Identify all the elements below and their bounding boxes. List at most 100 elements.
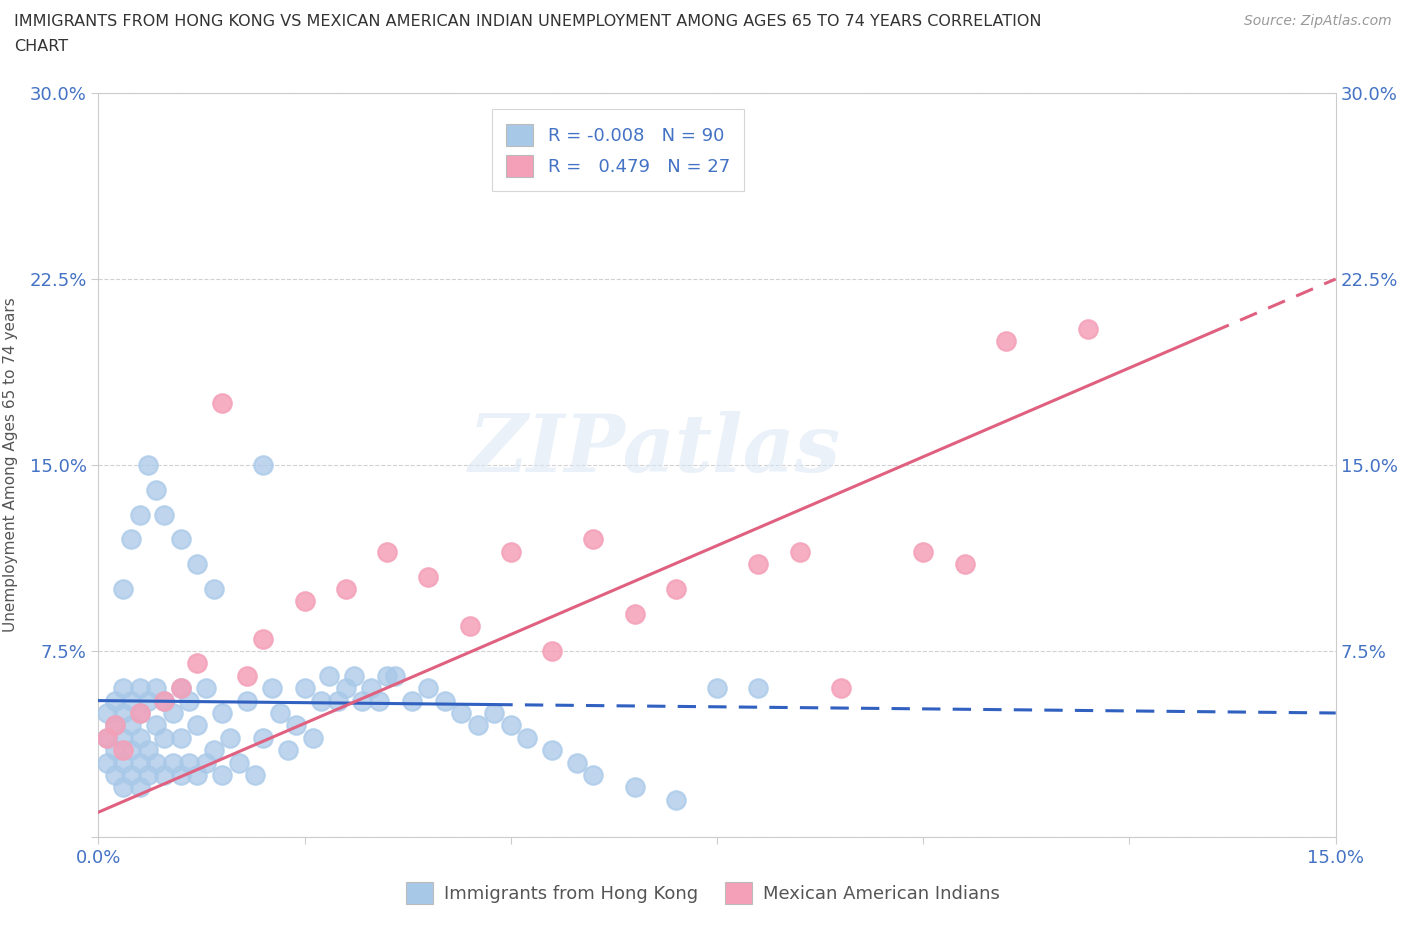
Point bbox=[789, 544, 811, 559]
Point bbox=[186, 767, 208, 782]
Point bbox=[145, 718, 167, 733]
Point bbox=[360, 681, 382, 696]
Point bbox=[302, 730, 325, 745]
Point bbox=[565, 755, 588, 770]
Point bbox=[211, 395, 233, 410]
Point bbox=[96, 730, 118, 745]
Point bbox=[953, 557, 976, 572]
Point bbox=[128, 507, 150, 522]
Point bbox=[516, 730, 538, 745]
Point bbox=[153, 693, 176, 708]
Y-axis label: Unemployment Among Ages 65 to 74 years: Unemployment Among Ages 65 to 74 years bbox=[3, 298, 18, 632]
Point bbox=[162, 706, 184, 721]
Point bbox=[136, 767, 159, 782]
Point bbox=[96, 706, 118, 721]
Point bbox=[145, 755, 167, 770]
Point bbox=[170, 767, 193, 782]
Point bbox=[243, 767, 266, 782]
Point bbox=[186, 718, 208, 733]
Point bbox=[120, 693, 142, 708]
Point bbox=[128, 706, 150, 721]
Point bbox=[211, 706, 233, 721]
Point bbox=[128, 730, 150, 745]
Point bbox=[665, 581, 688, 596]
Point bbox=[450, 706, 472, 721]
Point bbox=[179, 693, 201, 708]
Point bbox=[112, 780, 135, 795]
Point bbox=[170, 681, 193, 696]
Point bbox=[747, 557, 769, 572]
Point bbox=[318, 669, 340, 684]
Point bbox=[1077, 321, 1099, 336]
Point bbox=[202, 743, 225, 758]
Point bbox=[467, 718, 489, 733]
Point bbox=[484, 706, 506, 721]
Point bbox=[153, 693, 176, 708]
Point bbox=[375, 544, 398, 559]
Point bbox=[458, 618, 481, 633]
Point bbox=[104, 718, 127, 733]
Point bbox=[153, 507, 176, 522]
Point bbox=[994, 334, 1017, 349]
Point bbox=[170, 730, 193, 745]
Point bbox=[582, 767, 605, 782]
Point bbox=[252, 730, 274, 745]
Point bbox=[375, 669, 398, 684]
Point bbox=[499, 718, 522, 733]
Point bbox=[170, 532, 193, 547]
Point bbox=[211, 767, 233, 782]
Point bbox=[128, 780, 150, 795]
Point bbox=[96, 730, 118, 745]
Legend: R = -0.008   N = 90, R =   0.479   N = 27: R = -0.008 N = 90, R = 0.479 N = 27 bbox=[492, 110, 744, 192]
Point bbox=[104, 693, 127, 708]
Point bbox=[294, 681, 316, 696]
Point bbox=[252, 631, 274, 646]
Point bbox=[541, 743, 564, 758]
Point bbox=[706, 681, 728, 696]
Point bbox=[236, 693, 259, 708]
Point bbox=[582, 532, 605, 547]
Point bbox=[186, 557, 208, 572]
Point bbox=[747, 681, 769, 696]
Point bbox=[623, 606, 645, 621]
Point bbox=[236, 669, 259, 684]
Point bbox=[104, 767, 127, 782]
Point bbox=[153, 767, 176, 782]
Point bbox=[499, 544, 522, 559]
Point bbox=[153, 730, 176, 745]
Point bbox=[277, 743, 299, 758]
Point bbox=[367, 693, 389, 708]
Point bbox=[260, 681, 283, 696]
Point bbox=[541, 644, 564, 658]
Point bbox=[665, 792, 688, 807]
Point bbox=[623, 780, 645, 795]
Point bbox=[179, 755, 201, 770]
Point bbox=[112, 706, 135, 721]
Text: ZIPatlas: ZIPatlas bbox=[470, 411, 841, 489]
Point bbox=[186, 656, 208, 671]
Point bbox=[335, 681, 357, 696]
Point bbox=[309, 693, 332, 708]
Point bbox=[145, 681, 167, 696]
Text: Source: ZipAtlas.com: Source: ZipAtlas.com bbox=[1244, 14, 1392, 28]
Point bbox=[170, 681, 193, 696]
Point bbox=[128, 681, 150, 696]
Point bbox=[294, 594, 316, 609]
Point bbox=[136, 743, 159, 758]
Point bbox=[104, 718, 127, 733]
Point bbox=[136, 693, 159, 708]
Point bbox=[128, 755, 150, 770]
Point bbox=[228, 755, 250, 770]
Point bbox=[252, 458, 274, 472]
Point bbox=[112, 681, 135, 696]
Point bbox=[433, 693, 456, 708]
Point bbox=[384, 669, 406, 684]
Point bbox=[194, 681, 217, 696]
Point bbox=[194, 755, 217, 770]
Text: CHART: CHART bbox=[14, 39, 67, 54]
Point bbox=[285, 718, 308, 733]
Point bbox=[112, 581, 135, 596]
Point bbox=[104, 743, 127, 758]
Point bbox=[830, 681, 852, 696]
Point bbox=[418, 569, 440, 584]
